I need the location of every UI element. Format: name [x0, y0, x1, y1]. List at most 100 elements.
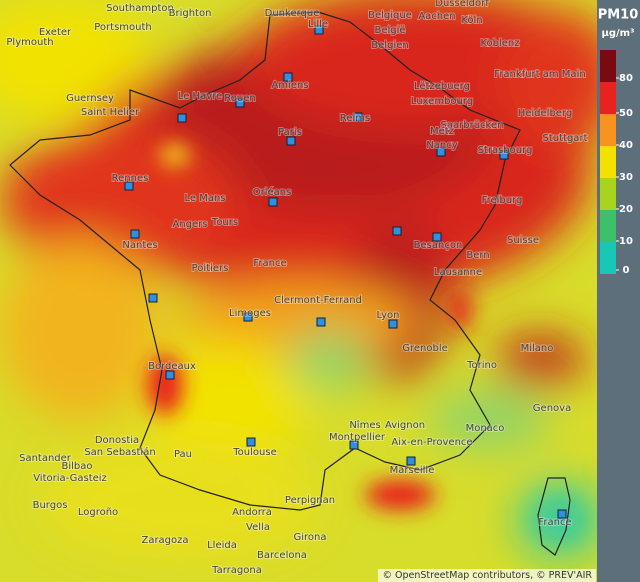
legend-band — [600, 242, 616, 274]
city-label: Köln — [461, 15, 482, 26]
pollution-layer — [0, 0, 620, 560]
station-marker — [392, 226, 402, 236]
city-label: Guernsey — [66, 93, 114, 104]
city-label: Lleida — [207, 540, 237, 551]
station-marker — [268, 197, 278, 207]
city-label: Bordeaux — [148, 361, 196, 372]
city-label: Vella — [246, 522, 270, 533]
city-label: Heidelberg — [518, 108, 573, 119]
corsica-border — [537, 477, 571, 556]
pollution-detail — [147, 145, 470, 510]
station-marker — [436, 147, 446, 157]
city-label: Marseille — [390, 465, 435, 476]
legend-scale: 80 50 40 30 20 10 0 — [600, 50, 633, 276]
france-border — [9, 11, 521, 511]
legend-band — [600, 114, 616, 146]
city-label: Pau — [174, 449, 192, 460]
station-marker — [316, 317, 326, 327]
city-label: Belgique — [368, 10, 412, 21]
city-label: Girona — [293, 532, 326, 543]
city-label: België — [374, 25, 405, 36]
legend-tick-label: 80 — [619, 73, 633, 84]
city-label: Perpignan — [285, 495, 335, 506]
station-marker — [314, 25, 324, 35]
city-label: Rouen — [224, 93, 255, 104]
station-marker — [432, 232, 442, 242]
city-label: Clermont-Ferrand — [274, 295, 362, 306]
city-label: Metz — [430, 126, 454, 137]
city-label: Burgos — [33, 500, 68, 511]
legend-band — [600, 50, 616, 82]
city-label: Düsseldorf — [435, 0, 489, 9]
station-marker — [388, 319, 398, 329]
station-marker — [177, 113, 187, 123]
station-marker — [557, 509, 567, 519]
city-label: Saint Helier — [81, 107, 140, 118]
city-label: Zaragoza — [141, 535, 188, 546]
legend-tick-label: 30 — [619, 172, 633, 183]
city-label: Nîmes — [349, 419, 380, 431]
city-label: Bern — [466, 250, 489, 261]
city-label: Paris — [278, 127, 302, 138]
city-label: Aachen — [418, 11, 455, 22]
city-label: Limoges — [229, 308, 271, 319]
city-label: Le Mans — [184, 193, 225, 204]
legend-band — [600, 146, 616, 178]
city-label: Poitiers — [192, 263, 229, 274]
legend-title: PM10 — [598, 8, 639, 23]
legend-band — [600, 178, 616, 210]
city-label: Lyon — [376, 310, 399, 321]
station-marker — [349, 440, 359, 450]
city-label: Le Havre — [178, 91, 222, 102]
legend-tick-label: 0 — [623, 265, 630, 276]
city-label: Milano — [521, 343, 554, 354]
station-marker — [286, 136, 296, 146]
city-label: Belgien — [371, 40, 408, 51]
city-label: Exeter — [39, 27, 72, 38]
station-marker — [124, 181, 134, 191]
city-label: Toulouse — [232, 447, 276, 458]
legend-band — [600, 210, 616, 242]
station-marker — [165, 370, 175, 380]
city-label: Suisse — [507, 235, 539, 246]
station-marker — [130, 229, 140, 239]
city-label: Lille — [308, 19, 328, 30]
station-marker — [148, 293, 158, 303]
city-label: Angers — [173, 219, 208, 230]
city-label: Southampton — [106, 3, 174, 14]
legend-tick-label: 40 — [619, 140, 633, 151]
station-marker — [243, 312, 253, 322]
city-label: Frankfurt am Main — [494, 69, 585, 80]
station-marker — [246, 437, 256, 447]
city-label: Donostia — [95, 435, 139, 446]
city-label: Tarragona — [211, 565, 262, 576]
city-label: Monaco — [466, 423, 505, 434]
city-label: Bilbao — [61, 461, 92, 472]
city-label: Besançon — [414, 240, 463, 251]
city-label: Luxembourg — [411, 96, 473, 107]
legend-tick-label: 50 — [619, 108, 633, 119]
city-label: Andorra — [232, 507, 272, 518]
station-marker — [499, 150, 509, 160]
city-label: France — [538, 517, 571, 528]
station-marker — [283, 72, 293, 82]
city-label: Santander — [19, 453, 72, 464]
legend-unit: µg/m³ — [602, 28, 635, 39]
station-marker — [235, 98, 245, 108]
city-label: Torino — [466, 360, 497, 371]
city-label: Vitoria-Gasteiz — [33, 473, 107, 484]
city-label: Avignon — [385, 420, 425, 431]
city-label: Orléans — [253, 186, 292, 198]
city-label: Freiburg — [482, 195, 523, 206]
city-label: Saarbrücken — [441, 120, 504, 131]
attribution: © OpenStreetMap contributors, © PREV'AIR — [378, 569, 596, 582]
city-label: Portsmouth — [94, 22, 152, 33]
city-label: Lausanne — [434, 267, 482, 278]
city-label: Tours — [211, 217, 238, 228]
city-label: Lëtzebuerg — [414, 81, 470, 92]
legend-tick-label: 10 — [619, 236, 633, 247]
city-label: Nancy — [426, 140, 457, 151]
city-label: Amiens — [271, 80, 308, 91]
